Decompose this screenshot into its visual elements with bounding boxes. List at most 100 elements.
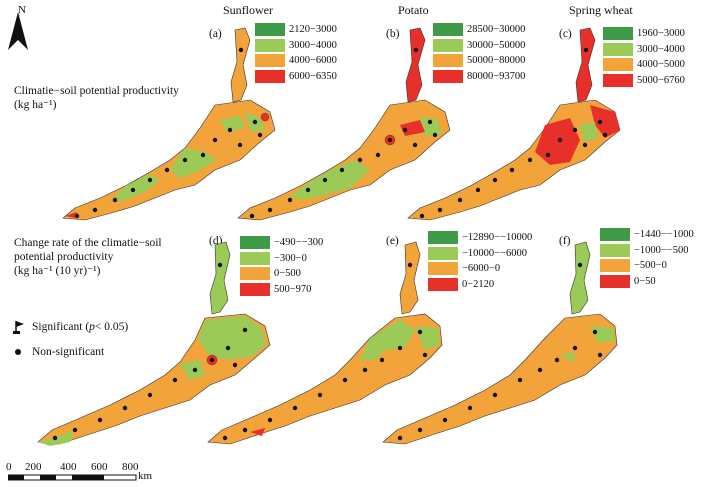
- legend-item: 0−500: [240, 266, 323, 282]
- legend-swatch: [600, 243, 630, 257]
- legend-swatch: [428, 231, 458, 245]
- legend-swatch: [255, 69, 285, 83]
- key-nonsignificant: Non-significant: [12, 345, 104, 359]
- flag-icon: [13, 321, 24, 334]
- legend-item: −12890−−10000: [428, 230, 532, 246]
- scale-tick-label: 800: [122, 461, 139, 473]
- legend-item: 4000−5000: [603, 57, 685, 73]
- legend-label: 0−2120: [462, 278, 495, 290]
- legend-label: 6000−6350: [289, 70, 337, 82]
- north-arrow: N: [6, 4, 32, 52]
- legend-label: −500−0: [634, 260, 667, 272]
- crop-title-sunflower: Sunflower: [223, 3, 273, 17]
- legend-item: 3000−4000: [255, 38, 337, 54]
- panel-label-f: (f): [559, 235, 571, 247]
- legend-item: −1440−−1000: [600, 227, 694, 243]
- legend-label: −1000−−500: [634, 244, 689, 256]
- station-dots: [52, 262, 248, 441]
- row-title-change-rate: Change rate of the climatie−soil potenti…: [14, 236, 162, 278]
- legend-c: 1960−3000 3000−4000 4000−5000 5000−6760: [603, 26, 685, 88]
- legend-label: 28500−30000: [467, 24, 526, 36]
- scale-tick-label: 400: [60, 461, 77, 473]
- legend-swatch: [428, 262, 458, 276]
- row-title-line: (kg ha⁻¹): [14, 99, 57, 111]
- legend-swatch: [600, 274, 630, 288]
- region-shapes: [37, 241, 271, 446]
- legend-item: 6000−6350: [255, 69, 337, 85]
- legend-label: −6000−0: [462, 263, 501, 275]
- legend-label: −10000−−6000: [462, 247, 528, 259]
- legend-label: 2120−3000: [289, 24, 337, 36]
- legend-label: 5000−6760: [637, 74, 685, 86]
- map-panel-a: [62, 27, 276, 221]
- legend-swatch: [433, 54, 463, 68]
- row-title-line: potential productivity: [14, 251, 114, 263]
- scale-bar: 0 200 400 600 800 km: [6, 461, 166, 485]
- legend-label: 500−970: [274, 283, 312, 295]
- legend-item: 50000−80000: [433, 53, 525, 69]
- legend-swatch: [603, 58, 633, 72]
- legend-b: 28500−30000 30000−50000 50000−80000 8000…: [433, 22, 525, 84]
- legend-item: 28500−30000: [433, 22, 525, 38]
- key-significant: Significant (p < 0.05): [12, 320, 128, 334]
- legend-item: 0−2120: [428, 277, 532, 293]
- legend-d: −490−−300 −300−0 0−500 500−970: [240, 235, 323, 297]
- row-title-line: Climatie−soil potential productivity: [14, 85, 179, 97]
- legend-label: 4000−5000: [637, 59, 685, 71]
- key-significant-p: p: [89, 321, 95, 333]
- station-dots: [419, 47, 608, 219]
- station-dots: [397, 262, 603, 441]
- legend-swatch: [255, 38, 285, 52]
- legend-label: 30000−50000: [467, 39, 526, 51]
- region-shapes: [407, 27, 621, 221]
- legend-item: 1960−3000: [603, 26, 685, 42]
- legend-swatch: [433, 69, 463, 83]
- legend-swatch: [240, 282, 270, 296]
- station-dots: [249, 47, 438, 219]
- crop-title-potato: Potato: [398, 3, 429, 17]
- panel-label-c: (c): [559, 28, 572, 40]
- legend-item: 30000−50000: [433, 38, 525, 54]
- legend-item: −6000−0: [428, 261, 532, 277]
- legend-swatch: [428, 277, 458, 291]
- legend-label: 80000−93700: [467, 70, 526, 82]
- map-panel-d: [37, 241, 271, 446]
- legend-label: −300−0: [274, 252, 307, 264]
- scale-bar-graphic: [8, 474, 137, 481]
- row-title-potential-productivity: Climatie−soil potential productivity (kg…: [14, 84, 179, 112]
- legend-label: −12890−−10000: [462, 232, 533, 244]
- map-panel-b: [237, 27, 451, 221]
- legend-label: −490−−300: [274, 237, 324, 249]
- key-nonsignificant-label: Non-significant: [32, 346, 105, 358]
- key-significant-label: Significant (: [32, 321, 90, 333]
- legend-label: 3000−4000: [637, 43, 685, 55]
- legend-swatch: [428, 246, 458, 260]
- legend-item: 2120−3000: [255, 22, 337, 38]
- row-title-line: (kg ha⁻¹ (10 yr)⁻¹): [14, 265, 101, 277]
- north-arrow-icon: [8, 12, 28, 50]
- legend-item: 4000−6000: [255, 53, 337, 69]
- legend-swatch: [255, 54, 285, 68]
- map-panel-c: [407, 27, 621, 221]
- dot-icon: [15, 349, 21, 355]
- legend-label: 4000−6000: [289, 55, 337, 67]
- legend-item: 0−50: [600, 274, 694, 290]
- legend-item: −1000−−500: [600, 243, 694, 259]
- scale-tick-label: 600: [91, 461, 108, 473]
- north-label: N: [18, 4, 26, 16]
- legend-swatch: [240, 267, 270, 281]
- legend-swatch: [600, 259, 630, 273]
- scale-unit: km: [138, 470, 153, 482]
- legend-item: 500−970: [240, 282, 323, 298]
- scale-tick-label: 200: [25, 461, 42, 473]
- legend-swatch: [603, 42, 633, 56]
- panel-label-e: (e): [386, 235, 399, 247]
- legend-swatch: [603, 27, 633, 41]
- legend-label: −1440−−1000: [634, 229, 694, 241]
- map-panel-f: [382, 241, 618, 445]
- legend-item: 80000−93700: [433, 69, 525, 85]
- legend-item: −10000−−6000: [428, 246, 532, 262]
- region-shapes: [62, 27, 276, 221]
- station-dots: [222, 262, 428, 441]
- legend-label: 0−500: [274, 268, 301, 280]
